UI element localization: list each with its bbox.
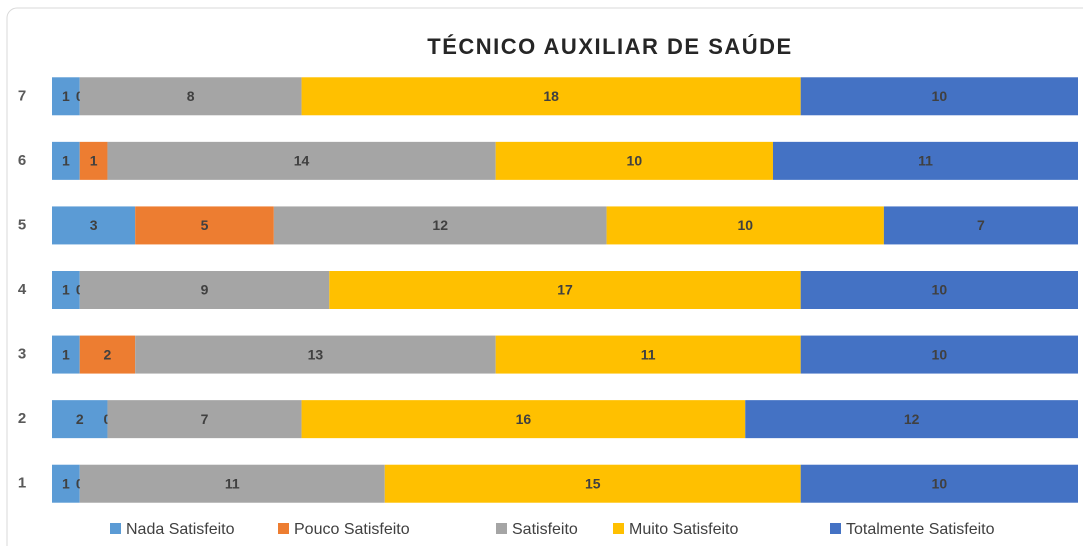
bar-segment (800, 335, 1078, 374)
y-tick-label: 7 (18, 87, 26, 104)
legend-swatch (496, 523, 507, 534)
data-label: 17 (557, 282, 573, 298)
bar-segment (800, 464, 1078, 503)
bar-segment (384, 464, 801, 503)
data-label: 5 (201, 217, 209, 233)
legend-label: Satisfeito (512, 521, 578, 538)
bar-segment (52, 271, 80, 309)
bar-segment (107, 400, 302, 439)
bar-segment (745, 400, 1078, 439)
data-label: 10 (737, 217, 753, 233)
bar-segment (52, 400, 108, 439)
data-label: 10 (932, 346, 948, 362)
data-label: 11 (641, 346, 656, 362)
legend-label: Pouco Satisfeito (294, 521, 410, 538)
y-tick-label: 5 (18, 216, 26, 233)
data-label: 1 (62, 346, 70, 362)
data-label: 2 (76, 411, 84, 427)
data-label: 7 (201, 411, 209, 427)
bar-segment (135, 206, 274, 245)
data-label: 1 (62, 88, 70, 104)
bar-segment (800, 271, 1078, 309)
data-label: 1 (62, 153, 70, 169)
data-label: 9 (201, 282, 209, 298)
legend-swatch (613, 523, 624, 534)
bar-segment (52, 206, 136, 245)
data-label: 1 (62, 282, 70, 298)
legend-label: Muito Satisfeito (629, 521, 738, 538)
data-label: 2 (104, 346, 112, 362)
data-label: 12 (904, 411, 920, 427)
data-label: 10 (932, 475, 948, 491)
data-label: 10 (932, 88, 948, 104)
data-label: 13 (308, 346, 324, 362)
data-label: 7 (977, 217, 985, 233)
bar-segment (52, 77, 80, 116)
legend-swatch (110, 523, 121, 534)
bar-segment (52, 141, 80, 180)
bar-segment (79, 271, 330, 309)
bar-segment (772, 141, 1078, 180)
bar-segment (79, 77, 302, 116)
y-tick-label: 2 (18, 410, 26, 427)
bar-segment (301, 77, 801, 116)
data-label: 18 (543, 88, 559, 104)
data-label: 16 (516, 411, 532, 427)
bar-segment (79, 335, 136, 374)
bar-segment (79, 464, 385, 503)
data-label: 8 (187, 88, 195, 104)
bar-segment (883, 206, 1078, 245)
legend-label: Nada Satisfeito (126, 521, 235, 538)
bar-segment (107, 141, 496, 180)
bar-segment (135, 335, 496, 374)
bar-segment (301, 400, 746, 439)
data-label: 10 (627, 153, 643, 169)
bar-segment (329, 271, 801, 309)
data-label: 15 (585, 475, 601, 491)
bar-segment (495, 335, 801, 374)
data-label: 10 (932, 282, 948, 298)
data-label: 1 (90, 153, 98, 169)
legend-swatch (830, 523, 841, 534)
y-tick-label: 3 (18, 346, 26, 363)
bar-segment (273, 206, 607, 245)
legend-label: Totalmente Satisfeito (846, 521, 995, 538)
chart-title: TÉCNICO AUXILIAR DE SAÚDE (427, 34, 792, 59)
data-label: 11 (225, 475, 240, 491)
data-label: 14 (294, 153, 310, 169)
bar-segment (606, 206, 884, 245)
bar-segment (52, 335, 80, 374)
data-label: 1 (62, 475, 70, 491)
bar-segment (79, 141, 108, 180)
legend-swatch (278, 523, 289, 534)
data-label: 12 (432, 217, 448, 233)
bar-segment (800, 77, 1078, 116)
y-tick-label: 1 (18, 475, 26, 492)
bar-segment (495, 141, 773, 180)
bar-segment (52, 464, 80, 503)
y-tick-label: 6 (18, 152, 26, 169)
y-tick-label: 4 (18, 281, 27, 298)
data-label: 3 (90, 217, 98, 233)
data-label: 11 (918, 153, 933, 169)
